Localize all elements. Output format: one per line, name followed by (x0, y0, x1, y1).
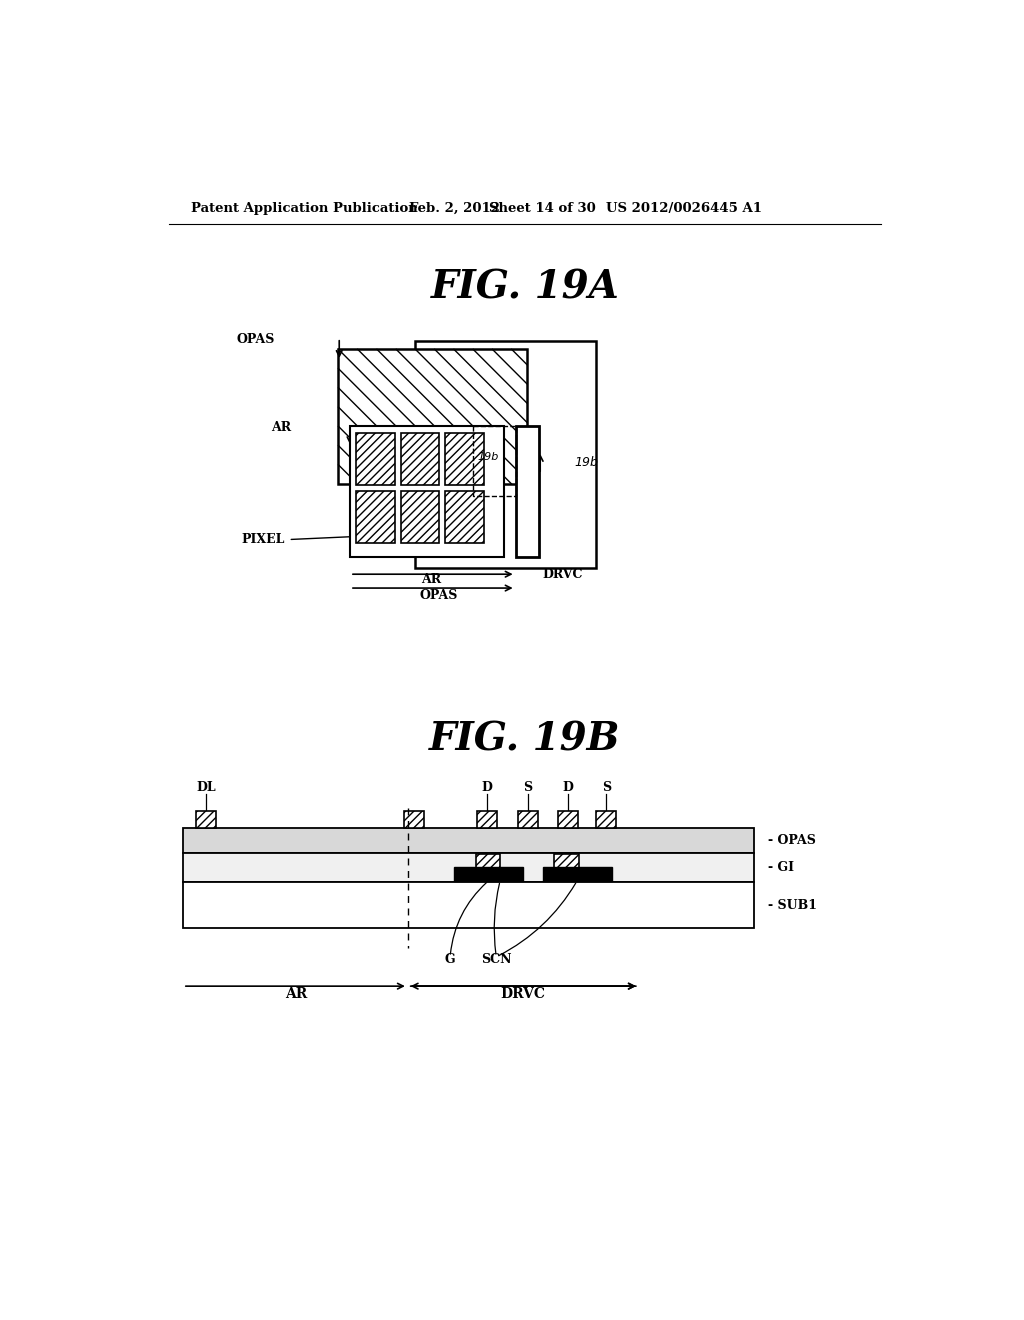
Text: S: S (602, 781, 611, 795)
Bar (477, 812, 497, 829)
Bar (403, 812, 424, 829)
Bar (454, 867, 523, 880)
Text: Patent Application Publication: Patent Application Publication (190, 202, 418, 215)
Bar (596, 812, 616, 829)
Bar (356, 433, 394, 484)
Text: 19b: 19b (477, 453, 499, 462)
Bar (350, 426, 504, 557)
Text: - OPAS: - OPAS (768, 834, 816, 847)
Text: OPAS: OPAS (420, 589, 458, 602)
Text: OPAS: OPAS (237, 333, 274, 346)
Text: Feb. 2, 2012: Feb. 2, 2012 (410, 202, 501, 215)
Bar (445, 491, 484, 544)
Bar (416, 341, 596, 568)
Bar (518, 812, 538, 829)
Text: FIG. 19B: FIG. 19B (429, 721, 621, 759)
Text: DRVC: DRVC (543, 568, 583, 581)
Bar (475, 854, 500, 870)
Bar (183, 853, 755, 882)
Bar (554, 854, 579, 870)
Bar (543, 867, 611, 880)
Text: AR: AR (421, 573, 441, 586)
Bar (339, 350, 527, 484)
Bar (400, 433, 439, 484)
Text: SCN: SCN (481, 953, 512, 966)
Bar (400, 491, 439, 544)
Bar (445, 433, 484, 484)
Text: US 2012/0026445 A1: US 2012/0026445 A1 (606, 202, 763, 215)
Text: S: S (523, 781, 532, 795)
Text: G: G (444, 953, 456, 966)
Text: AR: AR (285, 987, 307, 1002)
Bar (196, 812, 216, 829)
Text: Sheet 14 of 30: Sheet 14 of 30 (488, 202, 595, 215)
Text: DRVC: DRVC (501, 987, 546, 1002)
Text: DL: DL (197, 781, 216, 795)
Bar (183, 829, 755, 853)
Bar (558, 812, 578, 829)
Text: - GI: - GI (768, 861, 795, 874)
Bar (515, 426, 539, 557)
Bar (356, 491, 394, 544)
Text: FIG. 19A: FIG. 19A (430, 269, 620, 306)
Text: 19b: 19b (574, 455, 599, 469)
Text: - SUB1: - SUB1 (768, 899, 817, 912)
Text: D: D (481, 781, 493, 795)
Bar (473, 426, 515, 496)
Text: PIXEL: PIXEL (242, 533, 285, 546)
Text: D: D (562, 781, 573, 795)
Text: AR: AR (270, 421, 291, 434)
Bar (183, 882, 755, 928)
